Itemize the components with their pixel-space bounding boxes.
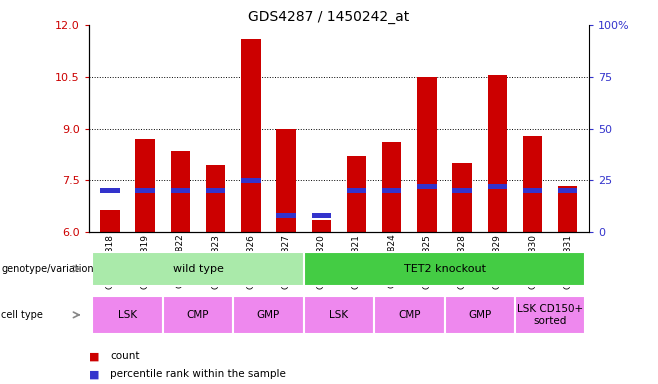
Text: GDS4287 / 1450242_at: GDS4287 / 1450242_at — [248, 10, 410, 23]
Text: LSK: LSK — [118, 310, 137, 320]
Bar — [276, 129, 295, 232]
Text: GMP: GMP — [257, 310, 280, 320]
Bar — [488, 184, 507, 189]
Bar — [136, 139, 155, 232]
Bar — [92, 252, 303, 286]
Bar — [312, 220, 331, 232]
Bar — [417, 184, 437, 189]
Bar — [558, 188, 578, 194]
Bar — [523, 188, 542, 194]
Text: LSK: LSK — [329, 310, 349, 320]
Text: CMP: CMP — [398, 310, 420, 320]
Bar — [374, 296, 445, 334]
Bar — [136, 188, 155, 194]
Bar — [170, 151, 190, 232]
Bar — [312, 213, 331, 218]
Text: GMP: GMP — [468, 310, 492, 320]
Bar — [163, 296, 233, 334]
Text: percentile rank within the sample: percentile rank within the sample — [110, 369, 286, 379]
Bar — [303, 296, 374, 334]
Text: count: count — [110, 351, 139, 361]
Bar — [488, 75, 507, 232]
Bar — [303, 252, 586, 286]
Bar — [382, 142, 401, 232]
Text: LSK CD150+
sorted: LSK CD150+ sorted — [517, 304, 583, 326]
Bar — [206, 188, 225, 194]
Text: CMP: CMP — [187, 310, 209, 320]
Bar — [100, 210, 120, 232]
Bar — [347, 188, 366, 194]
Bar — [100, 188, 120, 194]
Bar — [558, 186, 578, 232]
Text: genotype/variation: genotype/variation — [1, 264, 94, 274]
Text: wild type: wild type — [172, 264, 224, 274]
Bar — [241, 178, 261, 183]
Bar — [276, 213, 295, 218]
Text: TET2 knockout: TET2 knockout — [403, 264, 486, 274]
Text: ■: ■ — [89, 351, 99, 361]
Bar — [417, 77, 437, 232]
Bar — [206, 165, 225, 232]
Bar — [382, 188, 401, 194]
Bar — [453, 163, 472, 232]
Bar — [241, 39, 261, 232]
Text: ■: ■ — [89, 369, 99, 379]
Bar — [347, 156, 366, 232]
Bar — [445, 296, 515, 334]
Bar — [92, 296, 163, 334]
Bar — [453, 188, 472, 194]
Bar — [170, 188, 190, 194]
Bar — [515, 296, 586, 334]
Bar — [523, 136, 542, 232]
Text: cell type: cell type — [1, 310, 43, 320]
Bar — [233, 296, 303, 334]
